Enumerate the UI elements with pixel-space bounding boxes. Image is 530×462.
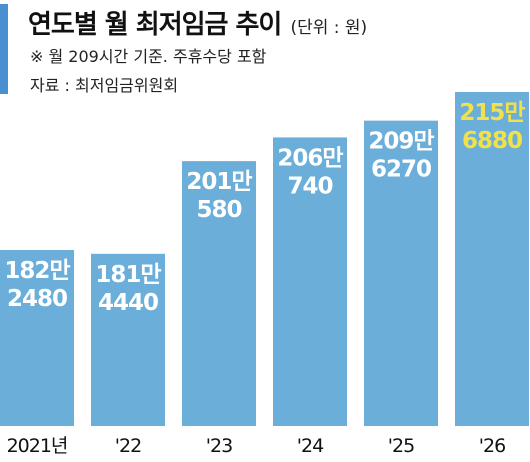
x-tick-label-1: '22 xyxy=(115,435,141,457)
unit-note: (단위 : 원) xyxy=(290,18,368,38)
data-label-0-1: 2480 xyxy=(7,286,67,312)
source-note: 자료 : 최저임금위원회 xyxy=(30,76,179,95)
bar-3 xyxy=(273,137,347,427)
data-label-1-1: 4440 xyxy=(98,290,158,316)
data-label-4-1: 6270 xyxy=(371,157,431,183)
data-label-2-1: 580 xyxy=(196,197,241,223)
data-label-5-1: 6880 xyxy=(462,128,522,154)
bar-4 xyxy=(364,120,438,426)
data-label-2-0: 201만 xyxy=(186,169,252,195)
data-label-5-0: 215만 xyxy=(459,100,525,126)
data-label-1-0: 181만 xyxy=(95,262,161,288)
chart-title: 연도별 월 최저임금 추이 xyxy=(28,10,282,40)
bar-1 xyxy=(91,253,165,426)
x-tick-label-2: '23 xyxy=(206,435,232,457)
bar-0 xyxy=(0,250,74,426)
data-label-0-0: 182만 xyxy=(4,258,70,284)
x-tick-label-0: 2021년 xyxy=(7,435,68,457)
title-accent-bar xyxy=(0,4,8,94)
x-tick-label-3: '24 xyxy=(297,435,324,457)
data-label-4-0: 209만 xyxy=(368,129,434,155)
bar-5 xyxy=(455,92,529,426)
bar-2 xyxy=(182,161,256,426)
x-tick-label-4: '25 xyxy=(388,435,414,457)
chart-header: 연도별 월 최저임금 추이 (단위 : 원) xyxy=(28,4,367,41)
x-tick-label-5: '26 xyxy=(479,435,505,457)
data-label-3-1: 740 xyxy=(287,173,332,199)
basis-note: ※ 월 209시간 기준. 주휴수당 포함 xyxy=(30,47,267,66)
data-label-3-0: 206만 xyxy=(277,145,343,171)
